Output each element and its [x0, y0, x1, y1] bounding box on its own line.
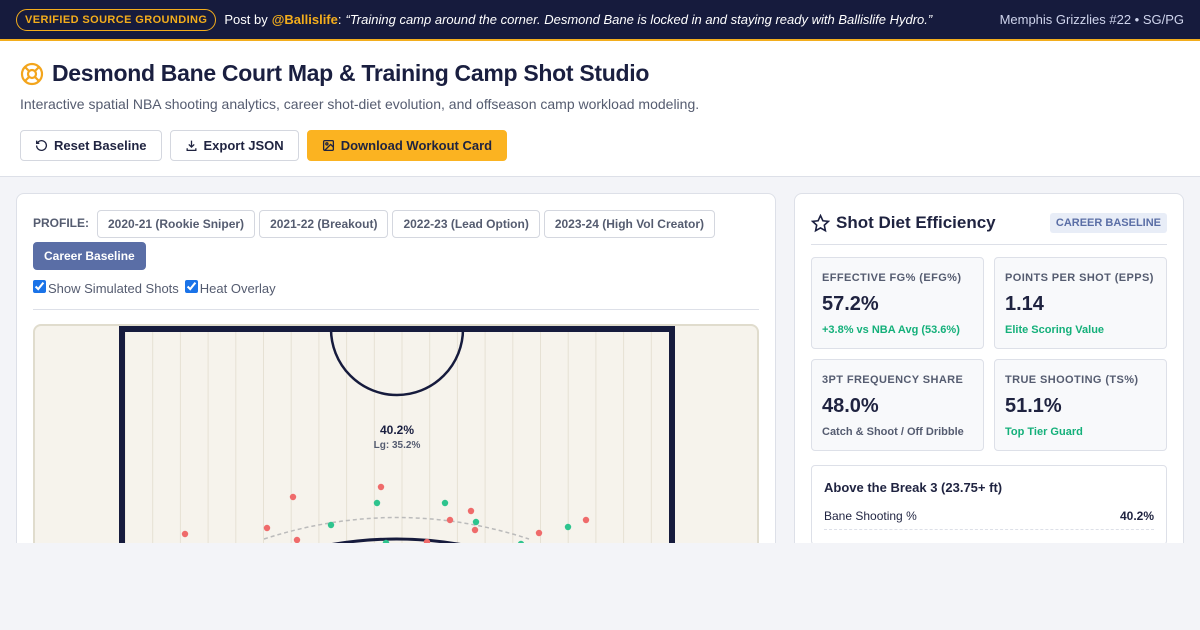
reset-button[interactable]: Reset Baseline [20, 130, 162, 161]
shot-make [382, 539, 390, 543]
profile-label: PROFILE: [33, 216, 89, 230]
zone-row: Bane Shooting % 40.2% [824, 509, 1154, 530]
metric-card: TRUE SHOOTING (TS%) 51.1% Top Tier Guard [994, 359, 1167, 451]
shot-miss [293, 536, 301, 543]
metric-value: 48.0% [822, 395, 879, 417]
efficiency-badge: CAREER BASELINE [1049, 213, 1167, 233]
court-lines [119, 326, 675, 543]
title: Desmond Bane Court Map & Training Camp S… [52, 60, 650, 86]
metric-note: Catch & Shoot / Off Dribble [822, 426, 964, 438]
shot-make [327, 521, 335, 529]
metric-value: 51.1% [1005, 395, 1062, 417]
shot-make [441, 499, 449, 507]
toggle[interactable]: Heat Overlay [184, 280, 276, 296]
shot-make [517, 540, 525, 543]
toggles: Show Simulated Shots Heat Overlay [33, 280, 759, 310]
court-card: PROFILE: 2020-21 (Rookie Sniper) 2021-22 … [16, 193, 776, 543]
player-tag: Memphis Grizzlies #22 • SG/PG [999, 12, 1184, 27]
source-banner: VERIFIED SOURCE GROUNDING Post by @Balli… [0, 0, 1200, 41]
icon [35, 139, 47, 151]
label: Reset Baseline [54, 138, 147, 153]
checkbox[interactable] [184, 280, 198, 293]
efficiency-card: Shot Diet Efficiency CAREER BASELINE EFF… [794, 193, 1184, 543]
metric-card: POINTS PER SHOT (EPPS) 1.14 Elite Scoring … [994, 257, 1167, 349]
court-svg: 40.2% Lg: 35.2% [119, 326, 675, 543]
shot-make [564, 523, 572, 531]
metric-note: +3.8% vs NBA Avg (53.6%) [822, 324, 960, 336]
league-pct: Lg: 35.2% [374, 440, 421, 451]
icon [322, 139, 334, 152]
shot-miss [446, 516, 454, 524]
subtitle: Interactive spatial NBA shooting analyti… [20, 96, 700, 112]
shot-miss [582, 516, 590, 524]
logo-icon [20, 62, 44, 85]
shots [181, 483, 590, 543]
inner-arc [332, 537, 461, 543]
button-row: Reset Baseline Export JSON Download Work… [20, 130, 1180, 161]
metric-note: Top Tier Guard [1005, 426, 1083, 438]
metric-label: EFFECTIVE FG% (EFG%) [822, 272, 962, 284]
download-button[interactable]: Download Workout Card [306, 130, 508, 161]
shot-miss [471, 526, 479, 534]
toggle-label: Heat Overlay [199, 281, 276, 296]
metric-note: Elite Scoring Value [1005, 324, 1105, 336]
efficiency-title: Shot Diet Efficiency [836, 213, 996, 232]
metric-card: EFFECTIVE FG% (EFG%) 57.2% +3.8% vs NBA Av… [811, 257, 984, 349]
zone-detail: Above the Break 3 (23.75+ ft) Bane Shoot… [811, 465, 1167, 543]
checkbox[interactable] [33, 280, 46, 293]
star-icon [811, 213, 830, 232]
zone-pct: 40.2% [380, 423, 414, 437]
shot-make [373, 499, 381, 507]
toggle[interactable]: Show Simulated Shots [33, 280, 179, 296]
profile-option[interactable]: 2022-23 (Lead Option) [392, 210, 540, 238]
shot-miss [289, 493, 297, 501]
metric-grid: EFFECTIVE FG% (EFG%) 57.2% +3.8% vs NBA Av… [811, 257, 1167, 451]
label: Download Workout Card [340, 138, 493, 153]
zone-row-label: Bane Shooting % [824, 509, 917, 523]
post-prefix: Post by [224, 12, 268, 27]
three-point-arc [263, 516, 530, 540]
title-row: Desmond Bane Court Map & Training Camp S… [20, 60, 1180, 87]
zone-row-value: 40.2% [1119, 509, 1154, 523]
profile-option[interactable]: Career Baseline [33, 242, 146, 270]
profile-option[interactable]: 2020-21 (Rookie Sniper) [97, 210, 256, 238]
court: 40.2% Lg: 35.2% [33, 324, 759, 543]
profile-option[interactable]: 2021-22 (Breakout) [259, 210, 389, 238]
metric-label: POINTS PER SHOT (EPPS) [1005, 272, 1154, 284]
label: Export JSON [203, 138, 284, 153]
free-throw-arc [329, 328, 465, 397]
shot-make [472, 518, 480, 526]
toggle-label: Show Simulated Shots [48, 281, 179, 296]
shot-miss [535, 529, 543, 537]
header: Desmond Bane Court Map & Training Camp S… [0, 41, 1200, 177]
export-button[interactable]: Export JSON [169, 130, 299, 161]
badge: VERIFIED SOURCE GROUNDING [16, 8, 217, 31]
shot-miss [423, 538, 431, 543]
separator: : [337, 12, 342, 27]
shot-miss [263, 524, 271, 532]
metric-label: 3PT FREQUENCY SHARE [822, 374, 964, 386]
shot-miss [467, 507, 475, 515]
profile-option[interactable]: 2023-24 (High Vol Creator) [543, 210, 715, 238]
handle[interactable]: @Ballislife [271, 12, 338, 27]
metric-value: 1.14 [1005, 293, 1044, 315]
shot-miss [181, 530, 189, 538]
metric-card: 3PT FREQUENCY SHARE 48.0% Catch & Shoot / … [811, 359, 984, 451]
efficiency-title-row: Shot Diet Efficiency [811, 213, 996, 233]
profile-selector: PROFILE: 2020-21 (Rookie Sniper) 2021-22 … [33, 210, 759, 270]
metric-value: 57.2% [822, 293, 879, 315]
content: PROFILE: 2020-21 (Rookie Sniper) 2021-22 … [16, 193, 1184, 543]
quote: “Training camp around the corner. Desmon… [345, 12, 933, 27]
zone-title: Above the Break 3 (23.75+ ft) [824, 480, 1003, 495]
shot-miss [377, 483, 385, 491]
icon [186, 140, 196, 152]
metric-label: TRUE SHOOTING (TS%) [1005, 374, 1139, 386]
efficiency-header: Shot Diet Efficiency CAREER BASELINE [811, 210, 1167, 245]
